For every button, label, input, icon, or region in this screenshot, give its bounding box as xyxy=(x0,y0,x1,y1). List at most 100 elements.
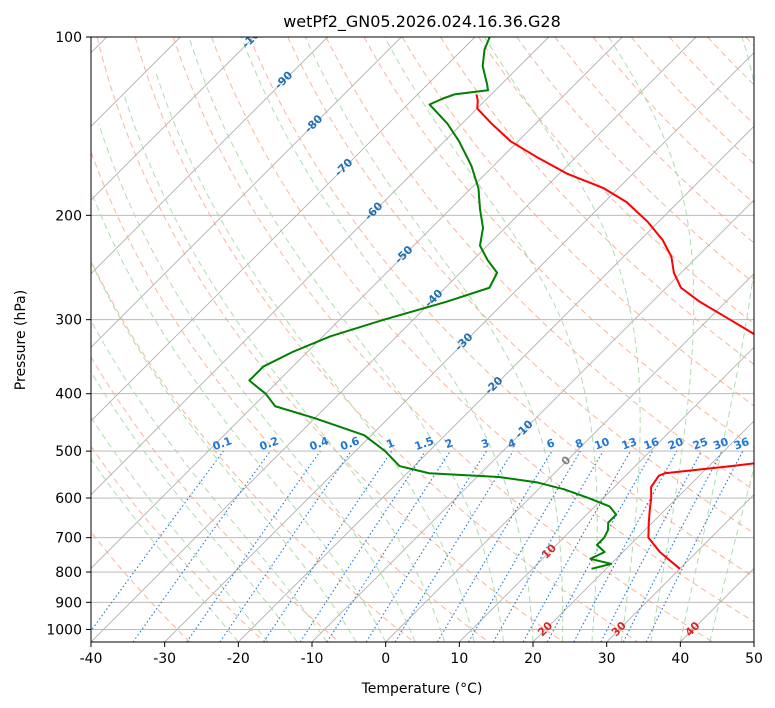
moist-adiabat xyxy=(709,466,754,642)
dry-adiabat xyxy=(91,259,415,642)
x-tick-label: 20 xyxy=(524,651,542,667)
x-axis: -40 -30 -20 -10 0 10 20 30 40 50 xyxy=(80,642,763,667)
moist-adiabat xyxy=(91,319,328,642)
moist-adiabat xyxy=(384,37,598,642)
isotherm-line xyxy=(91,37,623,569)
mixing-ratio-label: 25 xyxy=(691,435,710,452)
temperature-profile-line xyxy=(475,94,754,570)
mixing-ratio-line xyxy=(645,450,744,642)
isotherm-line xyxy=(606,494,754,642)
x-tick-label: -30 xyxy=(153,651,176,667)
isotherm-line xyxy=(680,567,754,642)
dry-adiabats xyxy=(91,37,754,642)
isotherm-line xyxy=(91,37,697,642)
y-tick-label: 300 xyxy=(55,313,82,329)
mixing-ratio-label: 3 xyxy=(479,436,491,451)
y-axis-title: Pressure (hPa) xyxy=(13,290,29,390)
moist-adiabat xyxy=(91,189,387,642)
x-tick-label: -10 xyxy=(301,651,324,667)
moist-adiabat xyxy=(608,37,695,642)
dry-adiabat xyxy=(401,37,754,407)
dewpoint-profile-line xyxy=(248,37,618,570)
isotherm-label: -80 xyxy=(302,112,325,135)
moist-adiabat xyxy=(483,37,641,642)
mixing-ratio-label: 0.6 xyxy=(339,434,362,453)
moist-adiabat xyxy=(188,37,505,642)
isotherm-line xyxy=(91,37,549,496)
dry-adiabat xyxy=(91,445,265,642)
profile-lines xyxy=(248,37,754,570)
mixing-ratio-line xyxy=(394,450,514,642)
isotherm-line xyxy=(91,37,476,422)
x-tick-label: -40 xyxy=(80,651,103,667)
plot-frame xyxy=(90,36,755,643)
x-tick-label: 40 xyxy=(671,651,689,667)
mixing-ratio-label: 30 xyxy=(711,435,730,453)
isotherm-label: 30 xyxy=(609,619,629,639)
isotherm-label: 40 xyxy=(683,619,703,639)
y-tick-label: 700 xyxy=(55,531,82,547)
mixing-ratio-label: 4 xyxy=(506,436,518,451)
x-axis-title: Temperature (°C) xyxy=(361,681,483,697)
grid-layer xyxy=(91,37,754,642)
x-tick-label: 30 xyxy=(598,651,616,667)
y-tick-label: 500 xyxy=(55,444,82,460)
y-axis: 100 200 300 400 500 600 700 800 900 1000 xyxy=(46,30,91,638)
isotherm-label: 10 xyxy=(539,541,559,561)
mixing-ratio-label: 1.5 xyxy=(413,434,436,453)
mixing-ratio-label: 1 xyxy=(385,436,397,451)
y-tick-label: 600 xyxy=(55,491,82,507)
moist-adiabat xyxy=(155,72,475,642)
y-tick-label: 100 xyxy=(55,30,82,46)
chart-title: wetPf2_GN05.2026.024.16.36.G28 xyxy=(283,12,561,32)
dry-adiabat xyxy=(134,37,639,642)
mixing-ratio-label: 0.2 xyxy=(258,434,281,453)
dry-adiabat xyxy=(249,37,754,578)
isotherm-line xyxy=(91,37,402,348)
x-tick-label: 10 xyxy=(450,651,468,667)
dry-adiabat xyxy=(707,37,754,86)
isotherm-label: -90 xyxy=(272,68,295,91)
isotherm-label: -10 xyxy=(512,417,535,440)
moist-adiabat xyxy=(91,416,269,642)
isotherm-line xyxy=(91,37,255,201)
mixing-ratio-label: 16 xyxy=(642,435,661,453)
isotherm-line xyxy=(385,273,754,642)
x-tick-label: 50 xyxy=(745,651,763,667)
mixing-ratio-label: 0.1 xyxy=(211,434,234,453)
dry-adiabat xyxy=(211,37,754,623)
mixing-ratio-line xyxy=(326,450,451,642)
mixing-ratio-line xyxy=(546,450,654,642)
isotherm-label: -70 xyxy=(332,156,355,179)
dry-adiabat xyxy=(554,37,754,244)
dry-adiabat xyxy=(172,37,713,642)
moist-adiabat xyxy=(304,37,564,642)
dry-adiabat xyxy=(440,37,754,366)
mixing-ratio-label: 2 xyxy=(443,436,455,451)
y-tick-label: 400 xyxy=(55,387,82,403)
y-tick-label: 900 xyxy=(55,595,82,611)
y-tick-label: 1000 xyxy=(46,622,82,638)
isotherm-label: 20 xyxy=(535,619,555,639)
dry-adiabat xyxy=(91,150,489,642)
mixing-ratio-line xyxy=(600,450,703,642)
moist-adiabat xyxy=(240,37,534,642)
mixing-ratio-line xyxy=(299,450,426,642)
mixing-ratio-line xyxy=(522,450,631,642)
isotherm-label: -50 xyxy=(392,243,415,266)
isotherm-label: -40 xyxy=(422,287,445,310)
moist-adiabat xyxy=(91,370,298,642)
dry-adiabat xyxy=(592,37,754,204)
mixing-ratio-labels: 0.1 0.2 0.4 0.6 1 1.5 2 3 4 6 8 10 13 16 20 25 30 36 xyxy=(211,434,751,453)
isotherm-line xyxy=(753,641,754,642)
y-tick-label: 800 xyxy=(55,565,82,581)
isotherm-label: 0 xyxy=(559,453,574,468)
dry-adiabat xyxy=(745,37,754,47)
mixing-ratio-line xyxy=(186,450,321,642)
isotherm-line xyxy=(91,37,328,275)
mixing-ratio-line xyxy=(91,450,224,632)
isotherm-line xyxy=(459,346,754,642)
x-tick-label: 0 xyxy=(381,651,390,667)
